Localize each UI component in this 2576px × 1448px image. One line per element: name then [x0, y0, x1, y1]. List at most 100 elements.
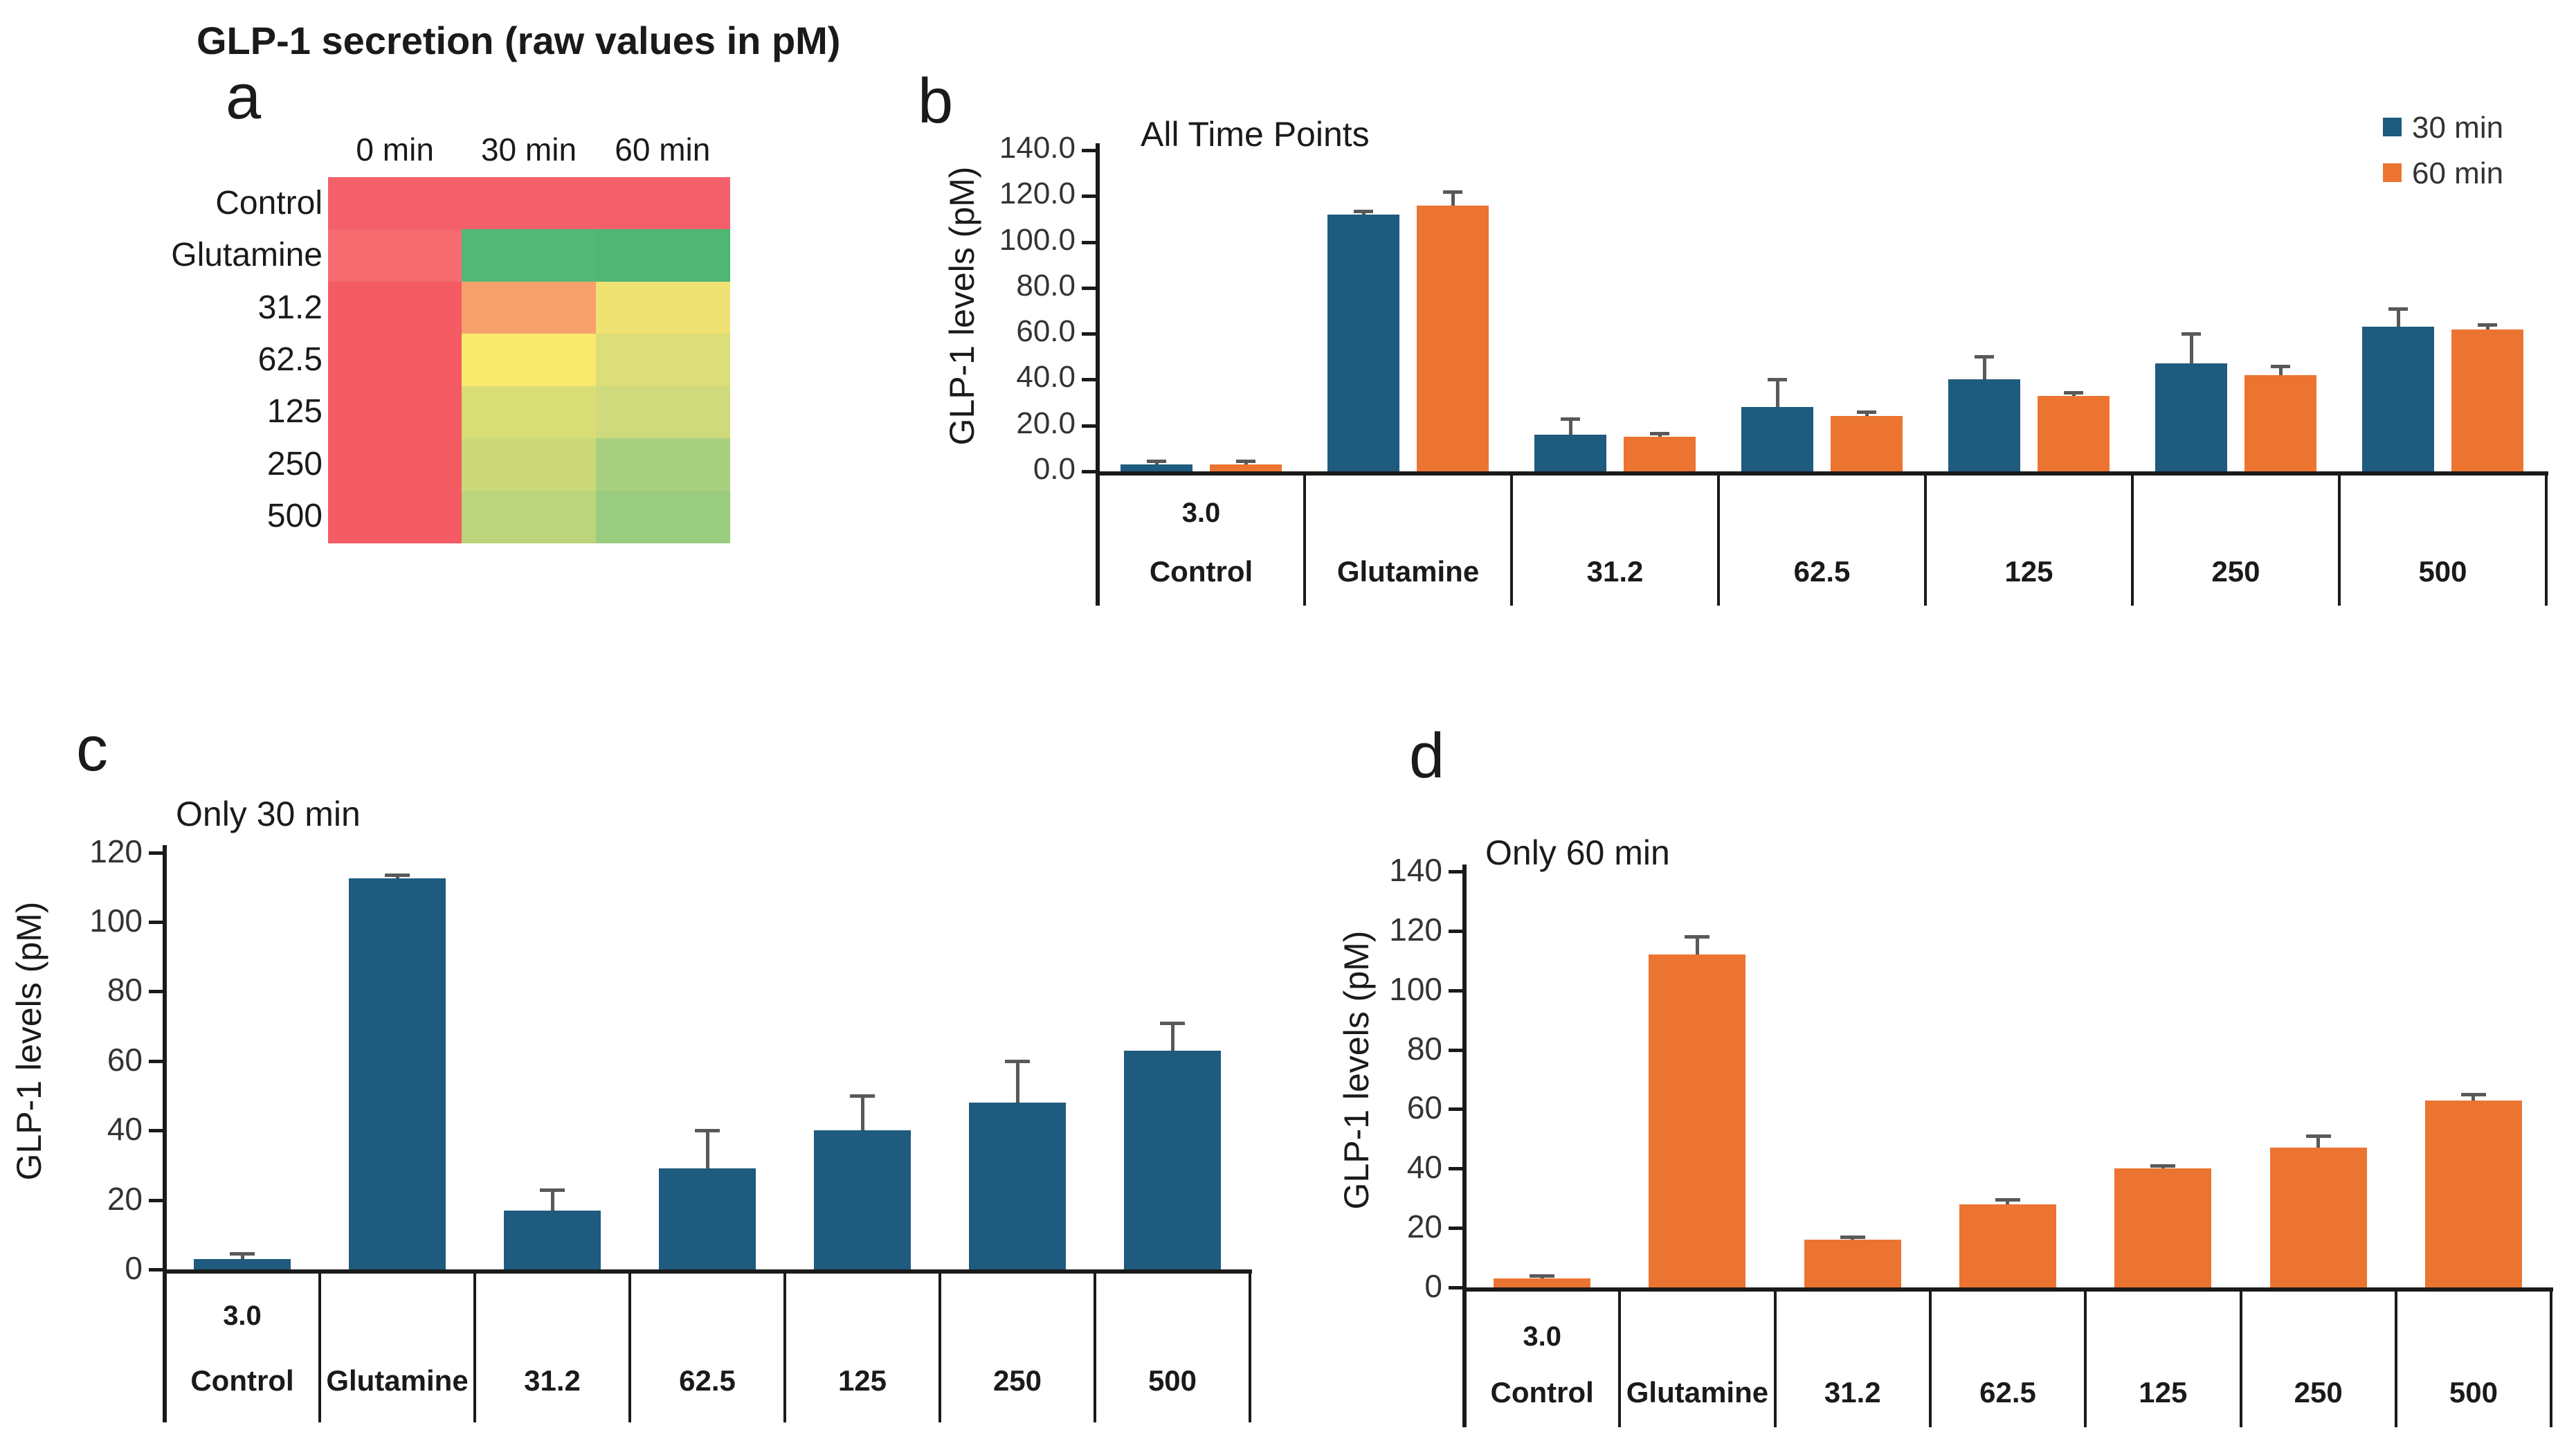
y-tick [1082, 286, 1096, 290]
category-divider [938, 1269, 941, 1422]
error-bar-whisker [1170, 1022, 1174, 1051]
bar-30-min-Control [194, 1258, 291, 1269]
heatmap-cell-Glutamine-0 min [328, 229, 463, 282]
heatmap-cell-Glutamine-60 min [595, 229, 730, 282]
category-label: 125 [837, 1364, 887, 1397]
category-divider [1463, 1287, 1466, 1427]
heatmap-col-header: 60 min [615, 132, 711, 168]
error-bar-whisker [1568, 418, 1572, 435]
heatmap-col-header: 0 min [356, 132, 434, 168]
error-bar-whisker [1695, 936, 1699, 955]
bar-60-min-Glutamine [1649, 954, 1746, 1287]
bar-30-min-125 [1948, 379, 2020, 471]
error-bar-cap [1443, 190, 1462, 194]
category-label: 500 [1148, 1364, 1197, 1397]
category-sub-label: 3.0 [1523, 1321, 1561, 1352]
category-label: 31.2 [524, 1364, 581, 1397]
error-bar-whisker [2316, 1136, 2320, 1148]
category-label: 125 [2139, 1376, 2188, 1409]
error-bar-cap [1160, 1021, 1185, 1025]
panel-label-b: b [918, 66, 954, 136]
category-label: Control [190, 1364, 294, 1397]
legend-label: 60 min [2412, 156, 2504, 190]
category-label: 62.5 [1793, 555, 1851, 588]
y-axis [163, 845, 167, 1422]
error-bar-whisker [550, 1189, 554, 1211]
bar-30-min-62.5 [659, 1168, 756, 1269]
bar-30-min-Glutamine [349, 878, 446, 1269]
y-tick-label: 60 [1406, 1089, 1442, 1126]
panel-label-c: c [76, 714, 108, 784]
heatmap-cell-125-0 min [328, 386, 463, 439]
category-label: 500 [2418, 555, 2467, 588]
bar-60-min-250 [2244, 374, 2316, 471]
error-bar-cap [2182, 332, 2201, 336]
category-divider [2239, 1287, 2242, 1427]
category-label: 250 [992, 1364, 1042, 1397]
heatmap-cell-250-60 min [595, 438, 730, 491]
y-axis [1096, 143, 1100, 606]
heatmap-row-label: 250 [266, 445, 323, 482]
error-bar-cap [1354, 209, 1373, 213]
category-divider [1249, 1269, 1251, 1422]
y-tick-label: 60.0 [1016, 314, 1076, 349]
error-bar-cap [2271, 364, 2290, 368]
y-tick [1082, 332, 1096, 336]
error-bar-cap [1236, 460, 1255, 464]
error-bar-whisker [1865, 411, 1869, 417]
y-tick [149, 1059, 163, 1063]
category-divider [1924, 471, 1927, 606]
error-bar-cap [2478, 323, 2497, 327]
y-tick-label: 60 [107, 1041, 143, 1078]
category-label: Glutamine [1336, 555, 1480, 588]
category-label: 62.5 [1979, 1376, 2036, 1409]
error-bar-whisker [2006, 1200, 2010, 1204]
heatmap-cell-31.2-60 min [595, 281, 730, 335]
y-tick [1082, 240, 1096, 244]
chart-title: All Time Points [1141, 115, 1370, 154]
heatmap-cell-31.2-0 min [328, 281, 463, 335]
bar-60-min-31.2 [1624, 437, 1696, 471]
x-axis [1462, 1287, 2553, 1292]
y-tick [1449, 869, 1462, 874]
category-divider [1096, 471, 1099, 606]
bar-60-min-62.5 [1959, 1204, 2056, 1287]
heatmap-cell-Control-30 min [462, 177, 597, 230]
category-label: 31.2 [1586, 555, 1644, 588]
bar-30-min-31.2 [1534, 434, 1606, 471]
bar-30-min-500 [2362, 327, 2434, 471]
panel-label-d: d [1409, 721, 1445, 791]
bar-30-min-250 [2155, 363, 2227, 471]
category-divider [628, 1269, 631, 1422]
bar-30-min-31.2 [504, 1210, 601, 1269]
heatmap-cell-500-60 min [595, 490, 730, 543]
category-divider [1618, 1287, 1622, 1427]
category-divider [1094, 1269, 1096, 1422]
error-bar-cap [385, 874, 410, 878]
category-divider [2084, 1287, 2087, 1427]
error-bar-whisker [1775, 379, 1779, 408]
error-bar-cap [1995, 1198, 2020, 1202]
error-bar-cap [1768, 378, 1787, 382]
y-tick-label: 120 [1389, 911, 1442, 948]
x-axis [1096, 471, 2548, 476]
category-label: 250 [2211, 555, 2260, 588]
heatmap-row-label: Control [215, 184, 323, 221]
y-tick [1449, 988, 1462, 993]
category-divider [2338, 471, 2341, 606]
error-bar-cap [2150, 1164, 2176, 1168]
y-tick-label: 40 [107, 1111, 143, 1148]
y-tick-label: 40 [1406, 1149, 1442, 1186]
error-bar-whisker [1015, 1060, 1019, 1103]
error-bar-whisker [2485, 324, 2489, 329]
category-label: Glutamine [326, 1364, 469, 1397]
y-tick-label: 140.0 [999, 130, 1076, 165]
bar-30-min-Glutamine [1327, 214, 1399, 471]
heatmap-cell-250-0 min [328, 438, 463, 491]
heatmap-cell-Control-0 min [328, 177, 463, 230]
y-tick [1449, 1107, 1462, 1112]
category-divider [1928, 1287, 1932, 1427]
category-divider [2550, 1287, 2553, 1427]
category-divider [1717, 471, 1720, 606]
y-tick [1082, 194, 1096, 199]
